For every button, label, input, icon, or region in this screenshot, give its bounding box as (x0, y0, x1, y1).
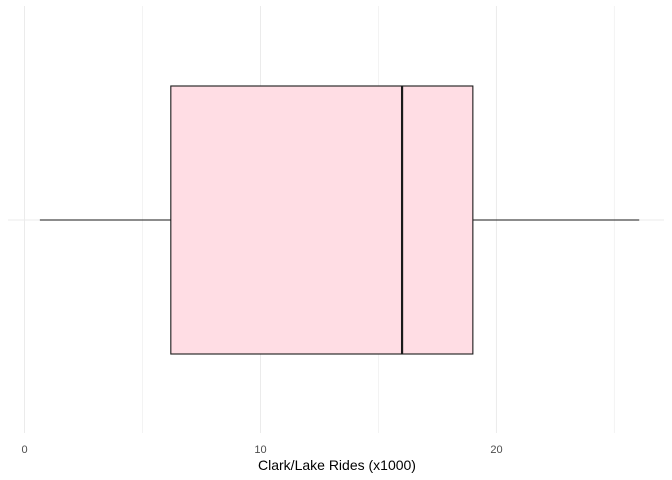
x-tick-label: 20 (490, 444, 502, 456)
x-tick-label: 0 (21, 444, 27, 456)
x-tick-labels: 0 10 20 (21, 444, 502, 456)
x-axis-title: Clark/Lake Rides (x1000) (258, 457, 416, 473)
x-tick-label: 10 (254, 444, 266, 456)
box-layer (39, 85, 640, 355)
iqr-box (170, 85, 474, 355)
